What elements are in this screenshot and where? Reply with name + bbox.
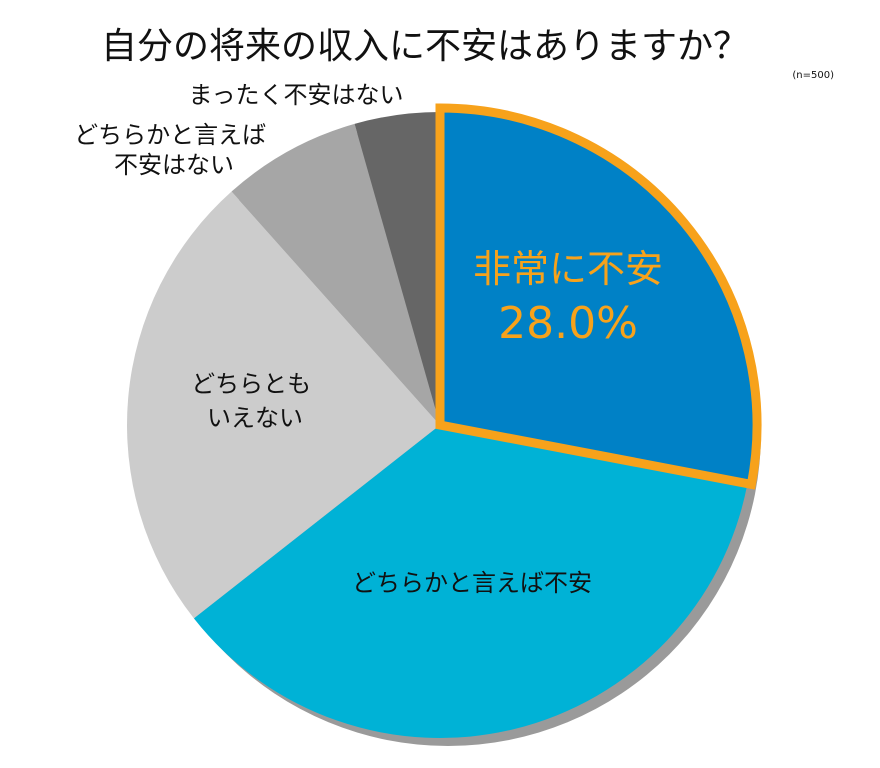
pie-slice-3	[231, 123, 440, 425]
slice-label-very-anxious: 非常に不安	[473, 247, 663, 291]
slice-label-neutral: どちらとも いえない	[191, 370, 319, 432]
chart-title: 自分の将来の収入に不安はありますか？	[101, 26, 749, 67]
pie-slice-2	[126, 191, 441, 619]
sample-size-note: (n=500)	[792, 70, 834, 81]
slice-value-very-anxious: 28.0%	[498, 298, 638, 349]
slice-label-somewhat-anxious: どちらかと言えば不安	[352, 569, 592, 597]
pie-slice-4	[354, 112, 440, 425]
slice-label-not-anxious: まったく不安はない	[188, 81, 403, 109]
pie-slices	[126, 112, 748, 739]
pie-slice-1	[193, 425, 748, 739]
slice-label-somewhat-not-anxious: どちらかと言えば 不安はない	[74, 121, 274, 179]
highlight-layer	[435, 103, 762, 490]
pie-slice-0	[435, 103, 762, 490]
